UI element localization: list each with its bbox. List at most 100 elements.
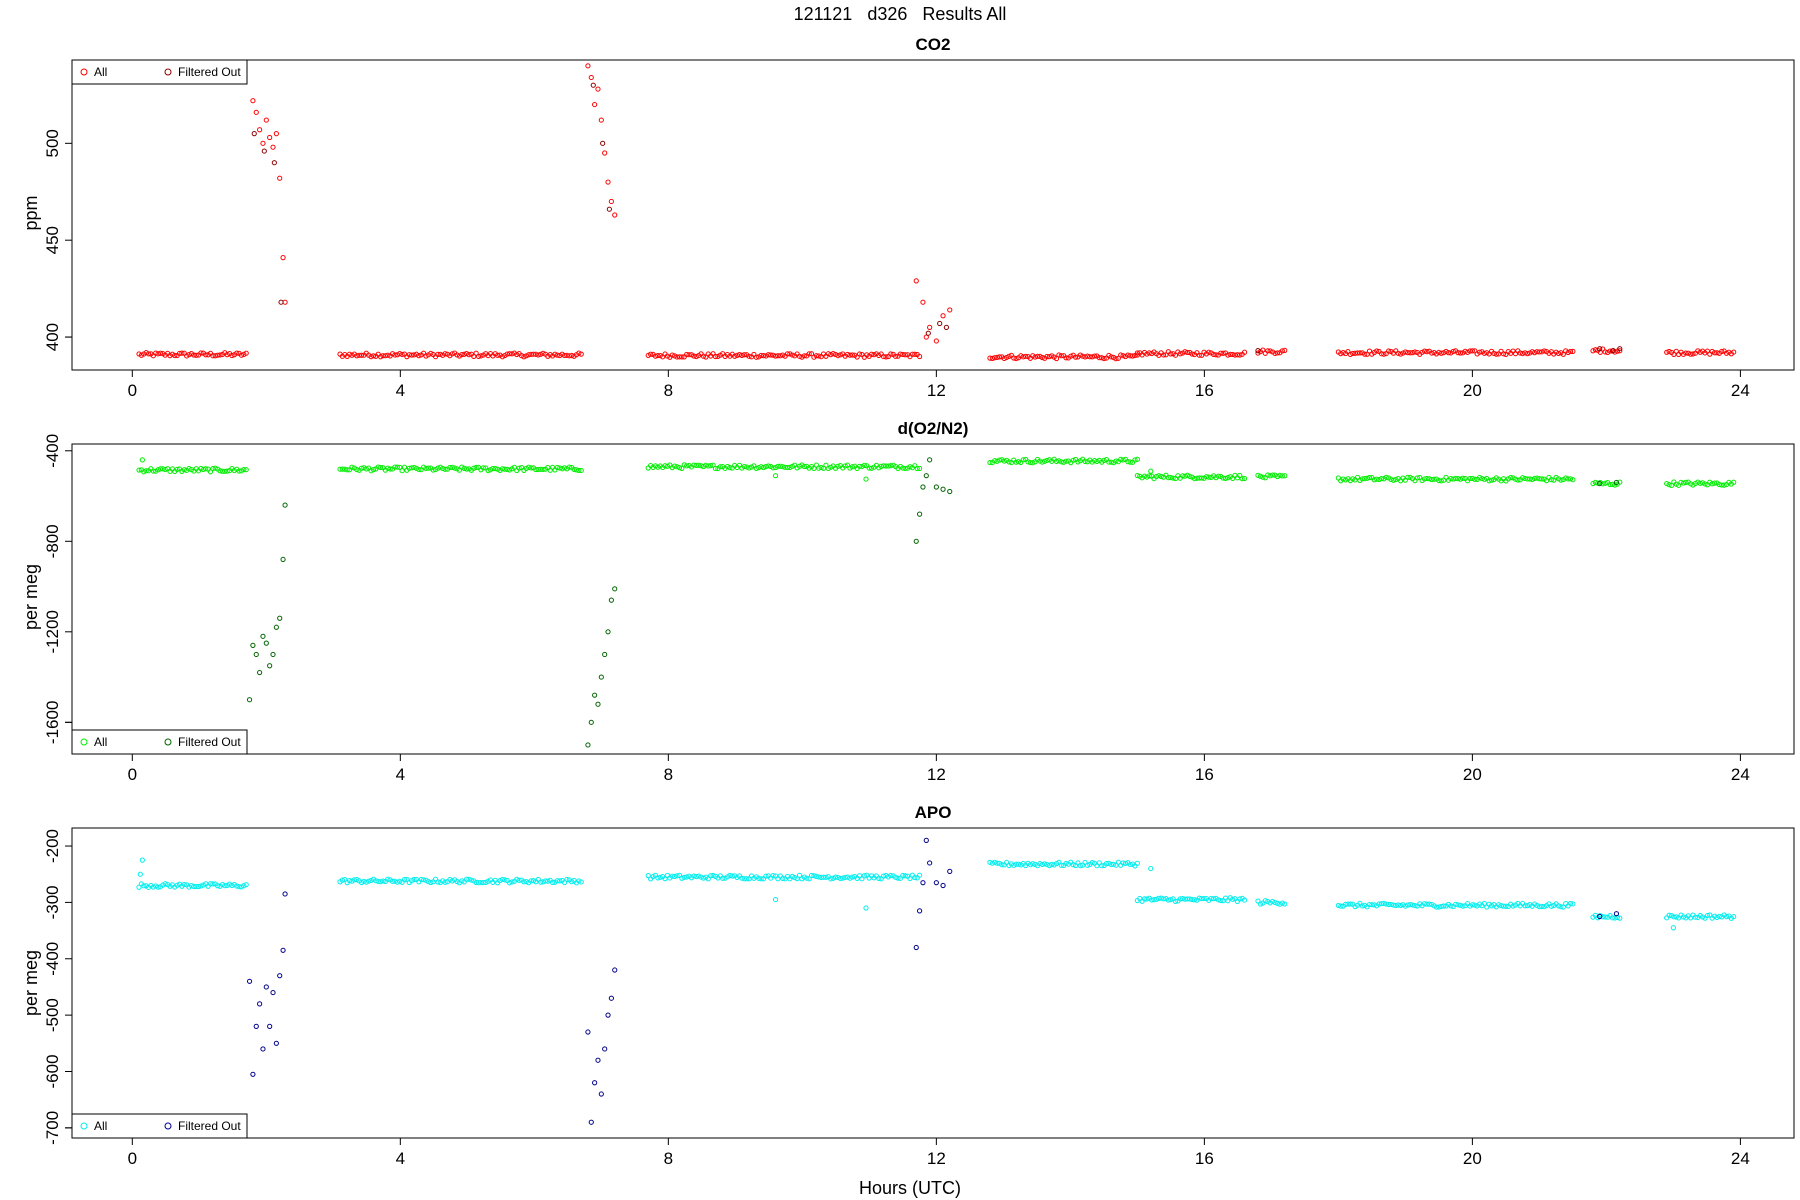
o2n2-point-all (868, 465, 875, 471)
o2n2-point-all (1697, 480, 1703, 486)
co2-point-all (1500, 351, 1507, 357)
o2n2-point-all (217, 468, 223, 474)
apo-point-all (421, 877, 427, 883)
apo-point-all (708, 873, 714, 879)
apo-point-filtered (598, 1091, 604, 1097)
apo-point-all (554, 878, 560, 884)
co2-point-all (1230, 351, 1236, 358)
o2n2-legend-marker-filtered (164, 738, 172, 746)
o2n2-y-tick-label: -800 (43, 524, 62, 558)
o2n2-point-all (916, 465, 923, 472)
o2n2-point-all (461, 465, 467, 471)
o2n2-point-all (741, 463, 747, 470)
o2n2-point-all (399, 468, 405, 474)
o2n2-point-all (996, 457, 1003, 463)
o2n2-point-all (712, 465, 719, 472)
co2-point-all (1412, 349, 1418, 355)
co2-point-all (270, 144, 276, 150)
o2n2-point-all (394, 464, 400, 470)
co2-point-all (1731, 349, 1737, 355)
apo-point-all (1165, 897, 1171, 903)
apo-point-all (1037, 860, 1043, 867)
apo-point-all (1460, 903, 1466, 909)
o2n2-point-all (1469, 475, 1475, 482)
co2-point-all (871, 352, 877, 358)
co2-point-all (1354, 350, 1361, 356)
co2-point-all (1400, 350, 1406, 356)
co2-point-all (145, 351, 152, 357)
o2n2-point-all (1058, 459, 1064, 465)
apo-point-all (794, 876, 800, 882)
apo-point-all (1144, 896, 1150, 902)
o2n2-point-all (1543, 478, 1550, 484)
o2n2-point-all (1448, 475, 1454, 482)
o2n2-point-all (1570, 477, 1576, 483)
co2-point-all (1567, 348, 1574, 355)
apo-point-all (1390, 902, 1397, 908)
o2n2-point-all (1187, 473, 1193, 479)
apo-point-all (830, 875, 836, 881)
o2n2-point-all (1371, 477, 1377, 483)
o2n2-point-all (480, 465, 486, 471)
co2-point-all (1409, 350, 1416, 356)
co2-point-all (354, 353, 360, 359)
co2-point-all (1395, 350, 1401, 356)
o2n2-ylabel: per meg (21, 564, 41, 630)
o2n2-point-all (241, 466, 247, 473)
o2n2-point-all (717, 464, 723, 470)
co2-point-all (1350, 350, 1356, 357)
apo-point-all (473, 879, 479, 886)
apo-point-all (700, 875, 707, 881)
co2-point-all (758, 352, 764, 359)
co2-point-all (712, 353, 719, 360)
o2n2-point-all (1390, 477, 1397, 483)
o2n2-point-all (777, 463, 783, 469)
co2-point-all (1352, 350, 1358, 356)
co2-x-tick-label: 20 (1463, 381, 1482, 400)
apo-point-all (693, 873, 699, 880)
co2-point-all (1160, 352, 1167, 358)
apo-point-all (506, 880, 513, 886)
co2-point-all (416, 353, 422, 359)
co2-point-all (1032, 354, 1038, 360)
apo-point-all (1027, 862, 1033, 868)
co2-point-all (1001, 355, 1007, 362)
co2-point-all (193, 352, 199, 358)
apo-point-all (994, 860, 1000, 866)
o2n2-point-all (528, 465, 534, 471)
co2-point-all (399, 351, 405, 358)
apo-point-all (691, 873, 697, 879)
co2-point-all (739, 352, 745, 358)
o2n2-point-all (1027, 459, 1033, 466)
o2n2-point-all (442, 466, 448, 472)
co2-point-all (830, 351, 836, 357)
apo-point-filtered (913, 944, 919, 951)
o2n2-point-all (1180, 473, 1186, 479)
co2-point-all (1182, 349, 1188, 355)
o2n2-point-all (1467, 475, 1473, 482)
o2n2-y-tick-label: -1200 (43, 610, 62, 653)
co2-point-all (540, 350, 546, 356)
o2n2-point-all (416, 466, 422, 473)
apo-point-all (1369, 902, 1375, 908)
o2n2-point-all (987, 459, 993, 466)
co2-point-all (676, 354, 683, 360)
apo-point-all (1498, 903, 1504, 909)
co2-point-all (1127, 353, 1133, 359)
o2n2-point-all (753, 465, 759, 471)
o2n2-point-filtered (927, 457, 933, 463)
co2-point-all (920, 299, 926, 305)
co2-point-all (902, 352, 908, 358)
o2n2-point-all (174, 466, 180, 473)
co2-x-tick-label: 4 (396, 381, 405, 400)
apo-point-all (808, 872, 815, 879)
co2-point-all (473, 350, 479, 356)
apo-point-all (1503, 903, 1509, 909)
o2n2-point-all (1113, 458, 1119, 464)
o2n2-point-all (849, 464, 855, 470)
o2n2-point-all (1148, 468, 1154, 474)
apo-x-tick-label: 0 (128, 1149, 137, 1168)
apo-point-filtered (923, 837, 929, 844)
o2n2-point-all (880, 463, 887, 469)
co2-point-all (888, 351, 894, 357)
